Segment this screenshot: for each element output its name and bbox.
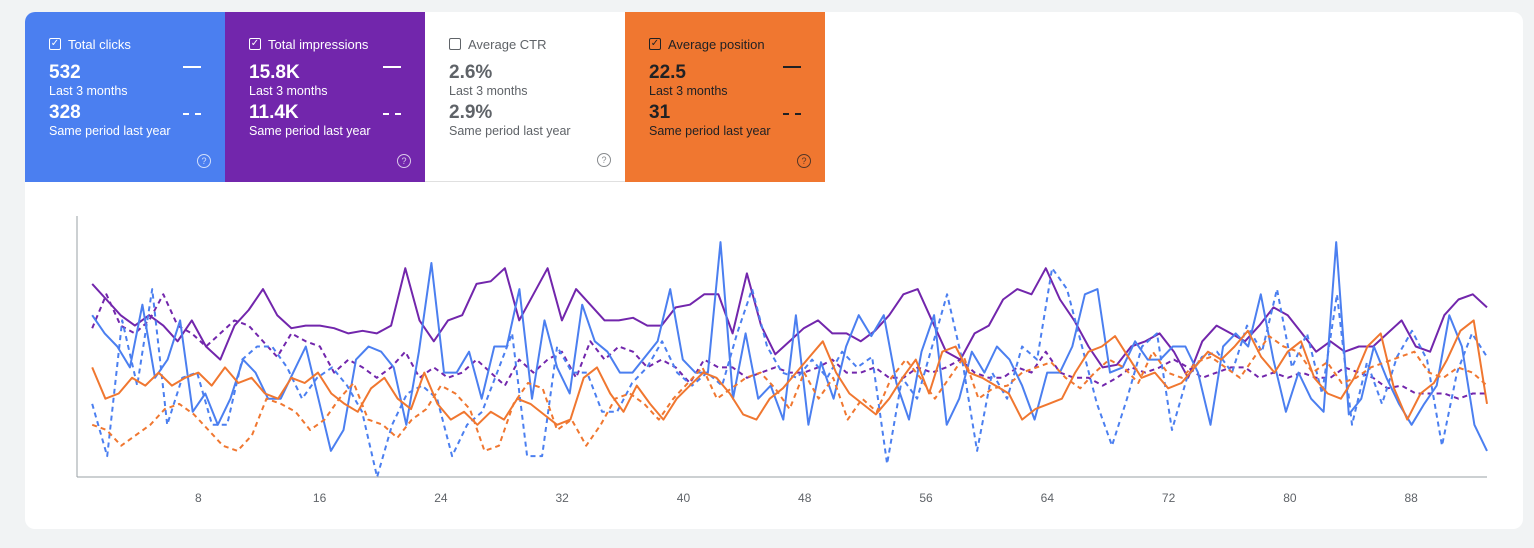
current-label: Last 3 months — [49, 84, 128, 98]
help-circle-icon[interactable]: ? — [397, 154, 411, 168]
help-circle-icon[interactable]: ? — [597, 153, 611, 167]
x-tick-label: 8 — [195, 491, 202, 505]
dashed-line-legend-icon — [383, 113, 401, 115]
series-line-4 — [91, 319, 1488, 426]
checkbox-icon[interactable]: ✓ — [249, 38, 261, 50]
x-tick-label: 16 — [313, 491, 327, 505]
dashed-line-legend-icon — [183, 113, 201, 115]
card-label: Total clicks — [68, 36, 131, 52]
metric-cards: ✓ Total clicks 532 Last 3 months 328 Sam… — [25, 12, 825, 182]
card-label: Total impressions — [268, 36, 369, 52]
previous-label: Same period last year — [49, 124, 171, 138]
current-label: Last 3 months — [449, 84, 528, 98]
x-tick-labels: 8 16 24 32 40 48 56 64 72 80 88 — [195, 491, 1418, 505]
card-total-clicks[interactable]: ✓ Total clicks 532 Last 3 months 328 Sam… — [25, 12, 225, 182]
dashed-line-legend-icon — [783, 113, 801, 115]
previous-value: 11.4K — [249, 102, 299, 123]
checkbox-icon[interactable]: ✓ — [49, 38, 61, 50]
x-tick-label: 32 — [555, 491, 569, 505]
current-value: 22.5 — [649, 62, 686, 83]
card-total-impressions[interactable]: ✓ Total impressions 15.8K Last 3 months … — [225, 12, 425, 182]
card-average-ctr[interactable]: Average CTR 2.6% Last 3 months 2.9% Same… — [425, 12, 625, 182]
checkbox-icon[interactable]: ✓ — [649, 38, 661, 50]
previous-label: Same period last year — [249, 124, 371, 138]
card-label: Average CTR — [468, 36, 547, 52]
x-tick-label: 72 — [1162, 491, 1176, 505]
x-tick-label: 40 — [677, 491, 691, 505]
x-tick-label: 48 — [798, 491, 812, 505]
x-tick-label: 56 — [919, 491, 933, 505]
solid-line-legend-icon — [183, 66, 201, 68]
previous-value: 328 — [49, 102, 81, 123]
x-tick-label: 24 — [434, 491, 448, 505]
previous-value: 31 — [649, 102, 671, 123]
previous-label: Same period last year — [449, 124, 571, 138]
series-line-5 — [91, 335, 1488, 452]
x-tick-label: 88 — [1405, 491, 1419, 505]
card-average-position[interactable]: ✓ Average position 22.5 Last 3 months 31… — [625, 12, 825, 182]
help-circle-icon[interactable]: ? — [197, 154, 211, 168]
solid-line-legend-icon — [383, 66, 401, 68]
previous-value: 2.9% — [449, 102, 493, 123]
series-line-3 — [91, 267, 1488, 478]
help-circle-icon[interactable]: ? — [797, 154, 811, 168]
current-value: 2.6% — [449, 62, 493, 83]
performance-panel: ✓ Total clicks 532 Last 3 months 328 Sam… — [25, 12, 1523, 529]
series-line-0 — [91, 267, 1488, 379]
current-value: 15.8K — [249, 62, 300, 83]
series-layer — [91, 241, 1488, 478]
solid-line-legend-icon — [783, 66, 801, 68]
checkbox-icon[interactable] — [449, 38, 461, 50]
previous-label: Same period last year — [649, 124, 771, 138]
x-tick-label: 64 — [1041, 491, 1055, 505]
current-label: Last 3 months — [649, 84, 728, 98]
card-label: Average position — [668, 36, 765, 52]
current-value: 532 — [49, 62, 81, 83]
series-line-2 — [91, 241, 1488, 452]
performance-chart[interactable]: 8 16 24 32 40 48 56 64 72 80 88 — [25, 12, 1523, 529]
current-label: Last 3 months — [249, 84, 328, 98]
x-tick-label: 80 — [1283, 491, 1297, 505]
